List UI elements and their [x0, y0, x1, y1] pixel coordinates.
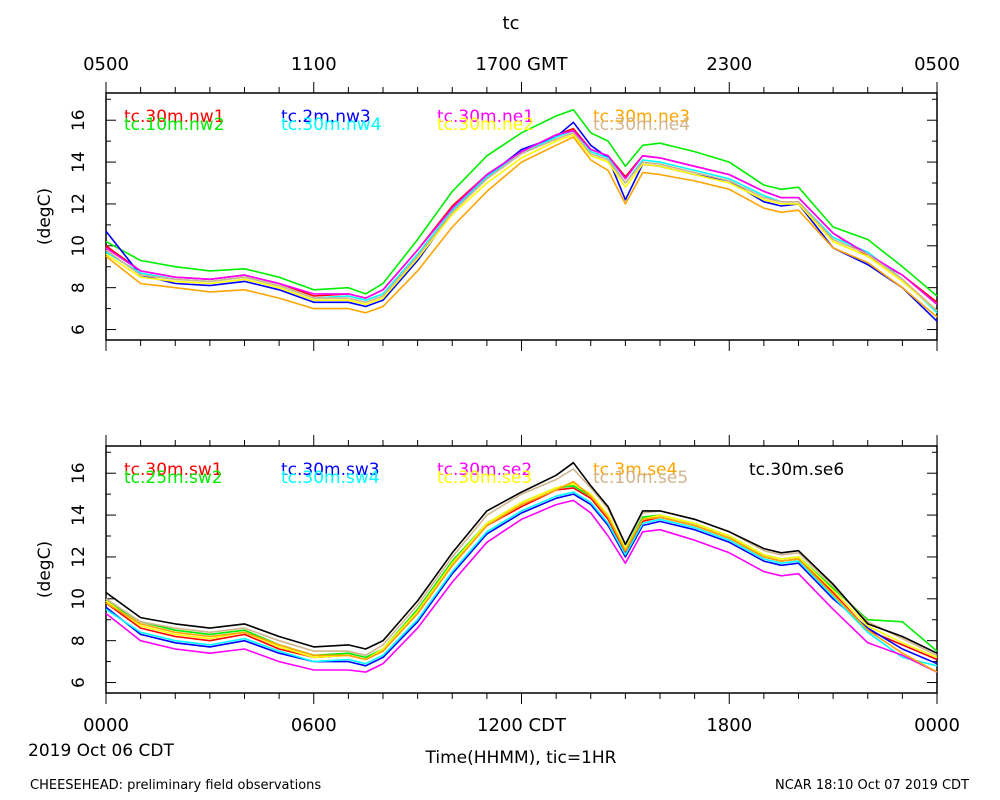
footer-right: NCAR 18:10 Oct 07 2019 CDT	[775, 778, 969, 793]
series-lines	[105, 461, 938, 673]
y-tick-label: 8	[69, 635, 89, 646]
legend-entry: tc.2m.nw3	[281, 107, 371, 127]
legend-entry: tc.25m.sw2	[124, 468, 223, 488]
series-line-tc-30m-ne1	[105, 129, 938, 306]
series-line-tc-10m-nw2	[105, 108, 938, 297]
date-label: 2019 Oct 06 CDT	[28, 741, 174, 761]
y-tick-label: 8	[69, 282, 89, 293]
series-line-tc-30m-sw3	[105, 493, 938, 667]
legend-entry: tc.30m.nw4	[281, 115, 382, 135]
legend-entry: tc.30m.ne1	[437, 107, 534, 127]
legend-entry: tc.30m.ne4	[593, 115, 690, 135]
legend-entry: tc.30m.ne2	[437, 115, 534, 135]
legend-entry: tc.30m.sw1	[124, 460, 223, 480]
y-tick-label: 16	[69, 109, 89, 131]
y-tick-label: 16	[69, 462, 89, 484]
y-tick-label: 6	[69, 677, 89, 688]
bottom-axis-tick-label: 1200 CDT	[477, 715, 567, 736]
y-tick-label: 6	[69, 324, 89, 335]
y-axis-label: (degC)	[35, 541, 55, 598]
series-line-tc-30m-ne3	[105, 136, 938, 318]
legend-entry: tc.10m.nw2	[124, 115, 225, 135]
bottom-axis-tick-label: 0000	[83, 715, 129, 736]
series-line-tc-10m-se5	[105, 468, 938, 657]
series-line-tc-30m-sw4	[105, 491, 938, 667]
bottom-axis-tick-label: 0000	[914, 715, 960, 736]
y-tick-label: 10	[69, 588, 89, 610]
top-axis-tick-label: 0500	[83, 54, 129, 75]
top-axis-tick-label: 2300	[706, 54, 752, 75]
y-tick-label: 12	[69, 193, 89, 215]
y-tick-label: 10	[69, 235, 89, 257]
footer-left: CHEESEHEAD: preliminary field observatio…	[30, 778, 321, 793]
top-axis-tick-label: 0500	[914, 54, 960, 75]
y-axis-label: (degC)	[35, 188, 55, 245]
top-axis-tick-label: 1700 GMT	[475, 54, 568, 75]
series-line-tc-2m-nw3	[105, 121, 938, 322]
top-axis-tick-label: 1100	[291, 54, 337, 75]
legend-entry: tc.10m.se5	[593, 468, 688, 488]
series-line-tc-30m-ne4	[105, 132, 938, 312]
legend-entry: tc.30m.sw3	[281, 460, 380, 480]
series-line-tc-30m-se6	[105, 461, 938, 654]
bottom-axis-tick-label: 1800	[706, 715, 752, 736]
legend-entry: tc.30m.se6	[749, 460, 844, 480]
series-line-tc-30m-ne2	[105, 134, 938, 312]
y-tick-label: 14	[69, 151, 89, 173]
top-title: tc	[503, 13, 520, 34]
y-tick-label: 14	[69, 504, 89, 526]
series-lines	[105, 108, 938, 322]
series-line-tc-3m-se4	[105, 480, 938, 673]
legend-entry: tc.30m.se2	[437, 460, 532, 480]
legend-entry: tc.30m.nw1	[124, 107, 225, 127]
y-tick-label: 12	[69, 546, 89, 568]
legend-entry: tc.3m.se4	[593, 460, 677, 480]
x-axis-label: Time(HHMM), tic=1HR	[425, 748, 617, 768]
legend-entry: tc.30m.ne3	[593, 107, 690, 127]
series-line-tc-30m-se2	[105, 499, 938, 673]
legend-entry: tc.30m.se3	[437, 468, 532, 488]
legend-entry: tc.30m.sw4	[281, 468, 380, 488]
bottom-axis-tick-label: 0600	[291, 715, 337, 736]
